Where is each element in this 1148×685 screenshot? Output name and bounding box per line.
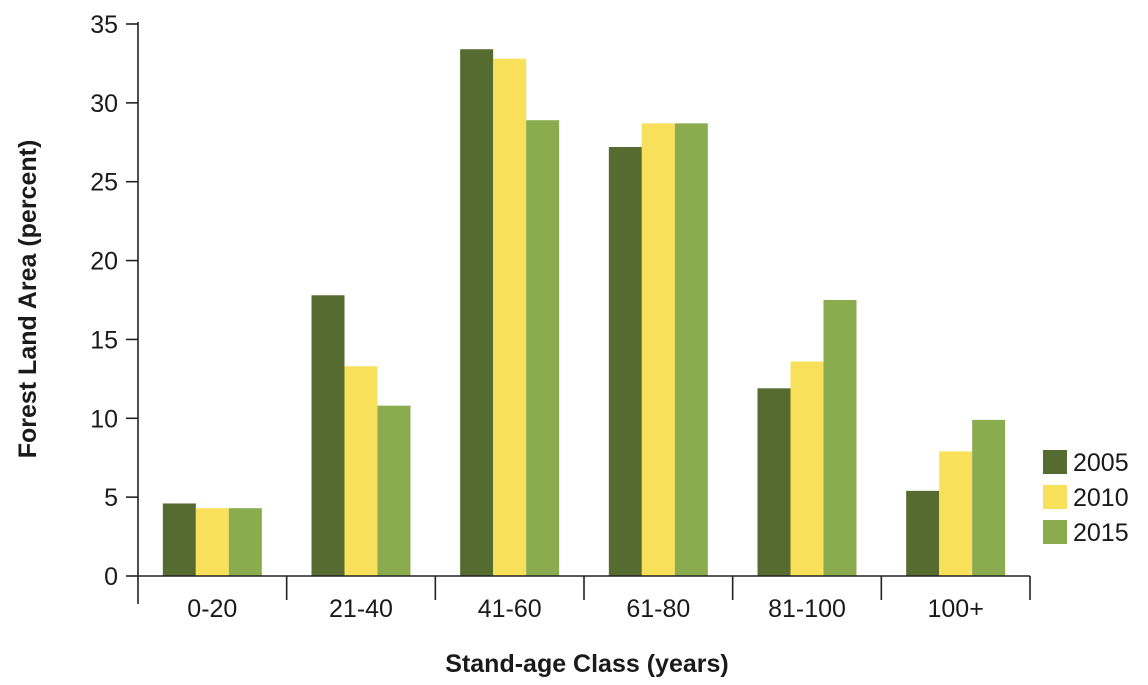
legend-label-2015: 2015 bbox=[1073, 519, 1129, 547]
bar-21-40-2010 bbox=[344, 366, 378, 576]
bar-0-20-2010 bbox=[195, 508, 229, 576]
bar-100+-2005 bbox=[906, 490, 940, 576]
y-tick-label: 30 bbox=[90, 90, 118, 118]
bar-61-80-2005 bbox=[608, 147, 642, 576]
x-tick-label: 61-80 bbox=[626, 595, 690, 623]
legend-label-2005: 2005 bbox=[1073, 449, 1129, 477]
axes-layer bbox=[137, 22, 1030, 604]
bar-0-20-2005 bbox=[162, 503, 196, 576]
bar-100+-2015 bbox=[972, 419, 1006, 576]
x-tick-label: 0-20 bbox=[187, 595, 237, 623]
bar-41-60-2015 bbox=[526, 120, 560, 576]
bar-21-40-2005 bbox=[311, 295, 345, 576]
y-tick-label: 10 bbox=[90, 405, 118, 433]
y-tick-label: 25 bbox=[90, 169, 118, 197]
x-tick-label: 81-100 bbox=[768, 595, 846, 623]
legend: 2005 2010 2015 bbox=[1043, 449, 1129, 547]
bar-100+-2010 bbox=[939, 451, 973, 576]
bar-0-20-2015 bbox=[228, 508, 262, 576]
y-tick-label: 15 bbox=[90, 326, 118, 354]
x-ticks: 0-20 21-40 41-60 61-80 81-100 100+ bbox=[187, 576, 1031, 623]
bar-81-100-2015 bbox=[823, 300, 857, 576]
y-ticks: 0 5 10 15 20 25 30 35 bbox=[90, 11, 138, 591]
y-tick-label: 5 bbox=[104, 484, 118, 512]
x-tick-label: 100+ bbox=[928, 595, 984, 623]
bar-81-100-2005 bbox=[757, 388, 791, 576]
bar-21-40-2015 bbox=[377, 405, 411, 576]
bar-61-80-2010 bbox=[641, 123, 675, 577]
bars-layer bbox=[162, 49, 1006, 577]
bar-61-80-2015 bbox=[674, 123, 708, 577]
legend-swatch-2010 bbox=[1043, 485, 1067, 509]
y-tick-label: 0 bbox=[104, 563, 118, 591]
legend-label-2010: 2010 bbox=[1073, 484, 1129, 512]
y-axis-title: Forest Land Area (percent) bbox=[14, 140, 42, 459]
y-tick-label: 35 bbox=[90, 11, 118, 39]
bar-41-60-2010 bbox=[493, 58, 527, 576]
x-axis-title: Stand-age Class (years) bbox=[445, 650, 728, 678]
bar-41-60-2005 bbox=[460, 49, 494, 576]
bar-81-100-2010 bbox=[790, 361, 824, 576]
x-tick-label: 21-40 bbox=[329, 595, 393, 623]
legend-swatch-2005 bbox=[1043, 450, 1067, 474]
y-tick-label: 20 bbox=[90, 248, 118, 276]
legend-swatch-2015 bbox=[1043, 520, 1067, 544]
x-tick-label: 41-60 bbox=[478, 595, 542, 623]
